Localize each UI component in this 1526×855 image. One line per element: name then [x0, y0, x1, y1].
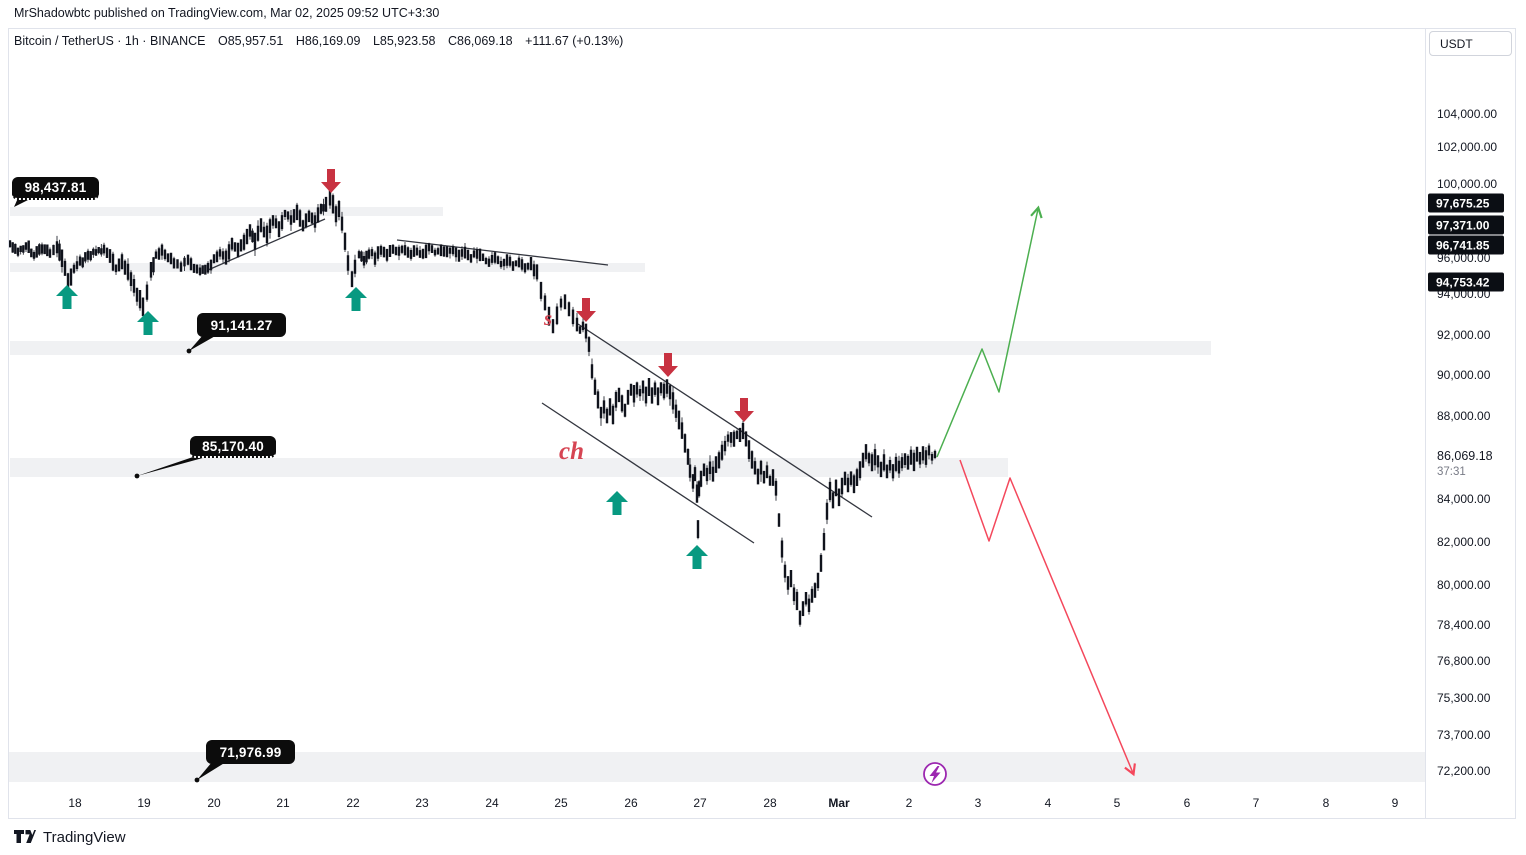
symbol-title: Bitcoin / TetherUS · 1h · BINANCE: [14, 34, 206, 48]
up-arrow-marker[interactable]: [56, 285, 78, 309]
tradingview-logo-icon: [14, 830, 36, 843]
callout-anchor-dot: [194, 777, 200, 783]
trendline[interactable]: [207, 218, 326, 271]
down-arrow-marker[interactable]: [658, 353, 678, 377]
ohlc-open: O85,957.51: [218, 34, 284, 48]
lightning-event-icon[interactable]: [923, 762, 947, 786]
callout-tail: [14, 198, 32, 207]
callout-anchor-dot: [134, 473, 140, 479]
currency-unit-button[interactable]: USDT: [1429, 31, 1512, 56]
callout-tail: [197, 762, 226, 780]
bearish-projection-line[interactable]: [959, 459, 1136, 777]
trendline[interactable]: [577, 323, 873, 518]
price-zone: [10, 341, 1211, 355]
up-arrow-marker[interactable]: [137, 311, 159, 335]
callout-tail: [189, 335, 217, 351]
bullish-projection-line[interactable]: [936, 205, 1043, 458]
up-arrow-marker[interactable]: [686, 545, 708, 569]
symbol-ohlc-header: Bitcoin / TetherUS · 1h · BINANCE O85,95…: [14, 34, 632, 48]
down-arrow-marker[interactable]: [734, 398, 754, 422]
price-zone: [10, 458, 1008, 477]
down-arrow-marker[interactable]: [576, 298, 596, 322]
ohlc-change: +111.67 (+0.13%): [525, 34, 624, 48]
candlestick-series: [9, 186, 937, 627]
callout-tail: [137, 456, 210, 476]
ohlc-low: L85,923.58: [372, 34, 436, 48]
tradingview-watermark: TradingView: [14, 829, 126, 846]
down-arrow-marker[interactable]: [321, 169, 341, 193]
callout-anchor-dot: [186, 348, 192, 354]
trendline[interactable]: [541, 402, 755, 544]
price-zone: [10, 263, 645, 272]
up-arrow-marker[interactable]: [345, 287, 367, 311]
price-zone: [9, 752, 1425, 782]
attribution-text: MrShadowbtc published on TradingView.com…: [14, 6, 440, 20]
ohlc-close: C86,069.18: [448, 34, 513, 48]
price-axis-separator: [1425, 28, 1426, 819]
price-zone: [10, 207, 443, 216]
ohlc-high: H86,169.09: [295, 34, 361, 48]
up-arrow-marker[interactable]: [606, 491, 628, 515]
tradingview-watermark-text: TradingView: [43, 829, 126, 846]
chart-frame: [8, 28, 1516, 819]
